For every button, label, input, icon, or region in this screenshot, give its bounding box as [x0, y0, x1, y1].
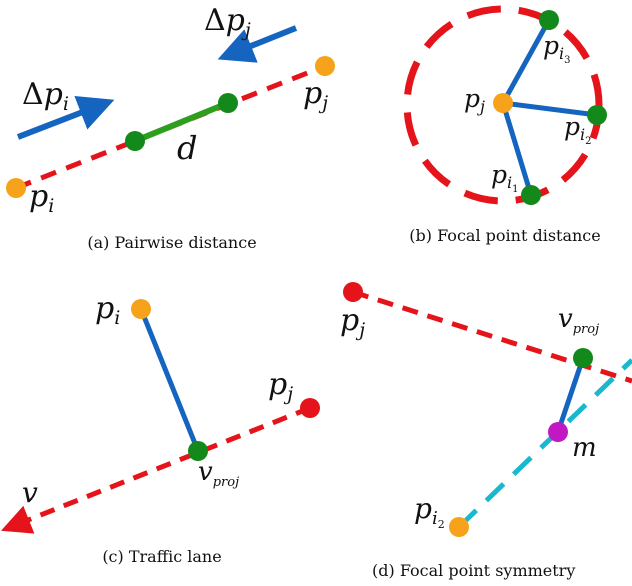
caption-b: (b) Focal point distance — [409, 226, 600, 245]
panel-a: Δpi Δpj d pi pj (a) Pairwise distance — [6, 3, 335, 252]
focal-circle — [403, 5, 603, 205]
delta-pj-arrow — [217, 25, 298, 63]
label-pi3: pi3 — [543, 31, 571, 66]
caption-c: (c) Traffic lane — [102, 547, 221, 566]
label-v: v — [22, 476, 38, 509]
point-pi-c — [131, 299, 151, 319]
focal-point-pj — [493, 93, 513, 113]
projection-point-a2 — [218, 93, 238, 113]
midpoint-m — [548, 422, 568, 442]
projection-segment-d — [555, 357, 586, 433]
spoke-i2 — [502, 100, 598, 118]
label-pi1: pi1 — [491, 160, 519, 195]
label-pj-a: pj — [303, 76, 328, 114]
point-pj-a — [315, 56, 335, 76]
caption-a: (a) Pairwise distance — [87, 233, 256, 252]
projection-point-a1 — [125, 131, 145, 151]
projection-segment-c — [138, 308, 201, 452]
lane-line — [1, 405, 311, 534]
label-vproj-d: vproj — [558, 304, 599, 337]
point-pi-a — [6, 178, 26, 198]
distance-segment-d — [132, 100, 231, 144]
label-pj-b: pj — [464, 84, 485, 116]
projection-point-c — [188, 441, 208, 461]
point-pi1 — [521, 185, 541, 205]
symmetry-line — [457, 358, 632, 529]
projection-point-d — [573, 348, 593, 368]
point-pj-c — [300, 398, 320, 418]
delta-pi-arrow — [16, 95, 115, 140]
label-d: d — [177, 129, 197, 167]
label-pj-c: pj — [268, 367, 293, 405]
spoke-i3 — [500, 18, 552, 105]
caption-d: (d) Focal point symmetry — [372, 561, 575, 580]
panel-c: pi pj vproj v (c) Traffic lane — [1, 291, 320, 566]
label-delta-pi: Δpi — [22, 77, 69, 115]
panel-b: pj pi3 pi2 pi1 (b) Focal point distance — [403, 5, 607, 245]
label-m: m — [572, 433, 597, 463]
point-pj-d — [343, 282, 363, 302]
label-vproj-c: vproj — [198, 457, 239, 490]
label-pi2: pi2 — [564, 112, 592, 147]
label-pi-a: pi — [29, 179, 54, 217]
label-pj-d: pj — [340, 303, 365, 341]
point-pi3 — [539, 10, 559, 30]
label-delta-pj: Δpj — [204, 3, 251, 41]
label-pi-c: pi — [95, 291, 120, 329]
spoke-i1 — [500, 102, 534, 196]
point-pi2 — [587, 105, 607, 125]
panel-d: pj vproj m pi2 (d) Focal point symmetry — [340, 282, 632, 580]
point-pi2-d — [449, 517, 469, 537]
label-pi2-d: pi2 — [414, 492, 445, 531]
